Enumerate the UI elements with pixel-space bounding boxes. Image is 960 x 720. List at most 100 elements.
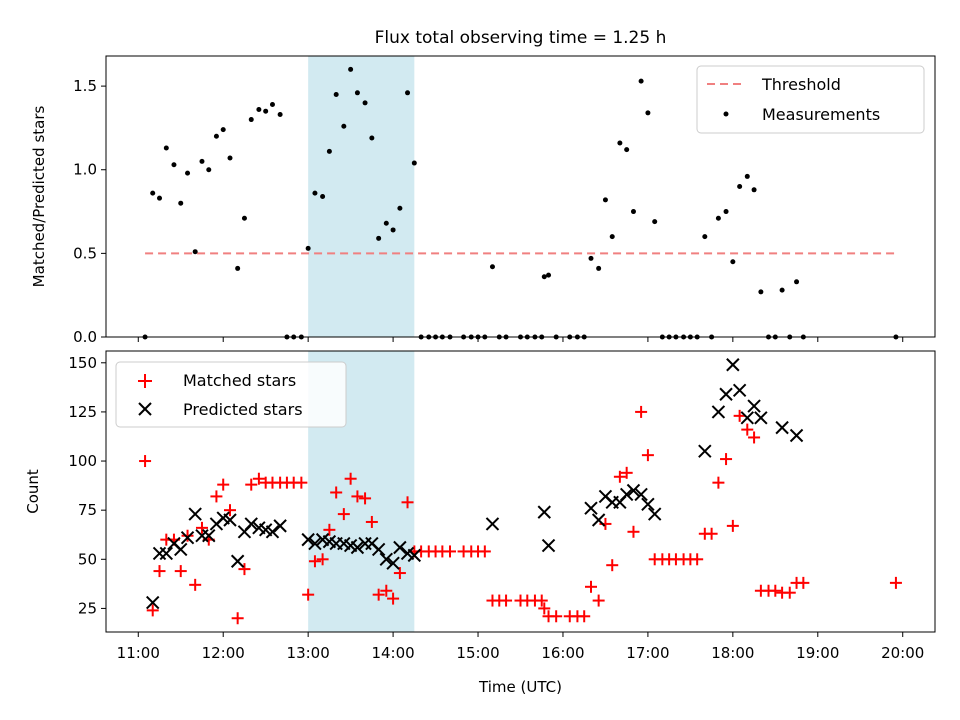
- measurement-point: [630, 209, 636, 215]
- predicted-star-marker: [634, 487, 648, 502]
- measurement-point: [588, 255, 594, 261]
- measurement-point: [411, 160, 417, 166]
- predicted-star-marker: [619, 487, 634, 502]
- measurement-point: [157, 195, 163, 201]
- predicted-star-marker: [584, 501, 598, 515]
- predicted-stars-markers: [146, 358, 804, 610]
- measurement-point: [541, 274, 547, 280]
- top-axes-frame: [105, 55, 936, 338]
- y-tick-label: 50: [78, 550, 97, 568]
- matched-star-marker: [337, 508, 350, 521]
- bottom-legend-box: [115, 361, 347, 428]
- predicted-star-marker: [273, 519, 287, 533]
- measurement-point: [248, 117, 254, 123]
- matched-star-marker: [627, 525, 640, 538]
- matched-star-marker: [323, 523, 336, 536]
- matched-star-marker: [606, 559, 619, 572]
- matched-stars-markers: [139, 405, 902, 625]
- measurement-point: [326, 148, 332, 154]
- top-legend: Threshold Measurements: [696, 65, 925, 134]
- legend-threshold-label: Threshold: [761, 75, 841, 94]
- x-tick-label: 16:00: [541, 644, 584, 662]
- predicted-star-marker: [174, 542, 188, 557]
- matched-star-marker: [181, 529, 194, 542]
- measurement-point: [376, 235, 382, 241]
- predicted-star-marker: [711, 405, 726, 419]
- predicted-star-marker: [393, 540, 407, 555]
- matched-star-marker: [769, 584, 782, 597]
- y-tick-label: 0.0: [73, 328, 97, 346]
- measurement-point: [489, 264, 495, 270]
- predicted-star-marker: [350, 540, 365, 555]
- y-tick-label: 1.0: [73, 161, 97, 179]
- predicted-star-marker: [308, 536, 322, 551]
- matched-star-marker: [500, 594, 513, 607]
- measurement-point: [405, 90, 411, 96]
- matched-star-marker: [613, 470, 626, 483]
- matched-star-marker: [245, 478, 258, 491]
- predicted-star-marker: [386, 556, 400, 570]
- observing-span-highlight: [308, 56, 415, 337]
- y-tick-label: 125: [68, 403, 97, 421]
- matched-star-marker: [592, 594, 605, 607]
- x-tick-label: 18:00: [711, 644, 754, 662]
- top-x-ticks: [137, 337, 904, 342]
- measurement-point: [362, 100, 368, 106]
- legend-measurement-label: Measurements: [762, 105, 880, 124]
- measurement-point: [744, 173, 750, 179]
- measurement-point: [277, 112, 283, 118]
- matched-star-marker: [224, 504, 237, 517]
- predicted-star-marker: [202, 529, 216, 543]
- x-axis-label: Time (UTC): [478, 678, 562, 696]
- measurement-point: [609, 234, 615, 240]
- x-tick-label: 17:00: [626, 644, 669, 662]
- predicted-star-marker: [732, 383, 747, 398]
- predicted-star-marker: [146, 595, 160, 610]
- bottom-y-axis-label: Count: [24, 469, 42, 514]
- predicted-star-marker: [159, 546, 174, 561]
- measurement-point: [320, 194, 326, 199]
- matched-star-marker: [308, 555, 321, 568]
- matched-star-marker: [691, 553, 704, 566]
- predicted-star-marker: [371, 542, 386, 557]
- measurement-point: [383, 220, 389, 226]
- predicted-star-marker: [775, 420, 789, 435]
- x-tick-label: 11:00: [117, 644, 160, 662]
- y-tick-label: 150: [68, 354, 97, 372]
- measurement-point: [220, 127, 226, 133]
- measurement-point: [617, 140, 623, 146]
- measurement-point: [546, 272, 552, 278]
- ratio-panel: 0.0 0.5 1.0 1.5 Flux total observing time =…: [30, 28, 936, 346]
- measurement-point: [312, 190, 318, 196]
- predicted-star-marker: [230, 554, 245, 568]
- legend-measurement-swatch: [723, 111, 729, 117]
- matched-star-marker: [620, 466, 633, 479]
- matched-star-marker: [238, 563, 251, 576]
- measurement-point: [206, 167, 212, 173]
- matched-star-marker: [635, 405, 648, 418]
- predicted-star-marker: [789, 428, 804, 443]
- predicted-star-marker: [726, 358, 740, 372]
- bottom-legend: Matched stars Predicted stars: [115, 361, 347, 428]
- top-y-ticks: 0.0 0.5 1.0 1.5: [73, 77, 106, 346]
- matched-star-marker: [351, 490, 364, 503]
- matched-star-marker: [783, 586, 796, 599]
- predicted-star-marker: [591, 513, 606, 527]
- predicted-star-marker: [152, 546, 167, 561]
- measurement-point: [178, 200, 184, 206]
- measurement-point: [241, 215, 247, 221]
- measurement-point: [199, 158, 205, 164]
- chart-title: Flux total observing time = 1.25 h: [375, 28, 667, 48]
- matched-star-marker: [401, 496, 414, 509]
- matched-star-marker: [720, 453, 733, 466]
- bottom-x-ticks: 11:00 12:00 13:00 14:00 15:00 16:00 17:00 18:00…: [117, 632, 924, 662]
- x-tick-label: 14:00: [371, 644, 414, 662]
- predicted-star-marker: [180, 530, 195, 545]
- measurement-point: [390, 227, 396, 233]
- matched-star-marker: [797, 576, 810, 589]
- matched-star-marker: [578, 610, 591, 623]
- measurement-point: [602, 197, 608, 203]
- predicted-star-marker: [407, 548, 422, 563]
- measurement-point: [645, 110, 651, 116]
